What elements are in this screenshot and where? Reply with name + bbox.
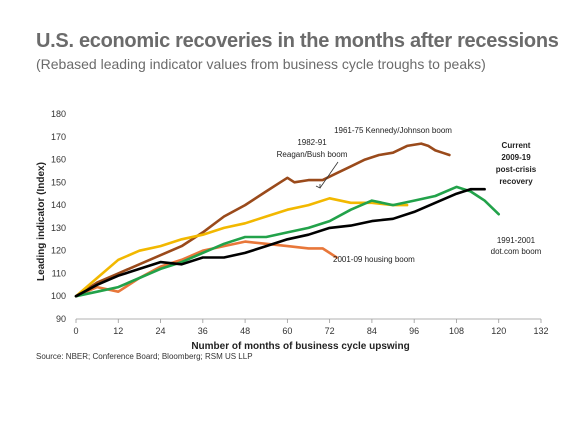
y-tick-label: 130: [51, 223, 66, 233]
series-line-1991-2001-dot-com-boom: [74, 185, 500, 298]
x-axis-title: Number of months of business cycle upswi…: [191, 341, 409, 352]
chart-title: U.S. economic recoveries in the months a…: [36, 30, 559, 52]
y-tick-label: 110: [52, 268, 66, 278]
annotation-dotcom-years: 1991-2001: [497, 236, 536, 245]
x-tick-label: 72: [325, 326, 335, 336]
y-tick-label: 170: [51, 132, 66, 142]
y-tick-label: 150: [51, 177, 66, 187]
annotation-current-2: 2009-19: [501, 153, 531, 162]
series-line-current-2009-19-post-crisis-recovery: [74, 187, 486, 298]
reagan-bush-leader-line: [319, 161, 339, 189]
x-tick-label: 132: [533, 326, 548, 336]
chart-annotations: 1961-75 Kennedy/Johnson boom 1982-91 Rea…: [277, 126, 542, 264]
y-tick-label: 140: [51, 200, 66, 210]
annotation-dotcom-label: dot.com boom: [491, 247, 542, 256]
annotation-current-4: recovery: [499, 177, 533, 186]
chart-series: [74, 142, 500, 298]
x-tick-label: 48: [240, 326, 250, 336]
y-tick-label: 180: [51, 109, 66, 119]
chart-source: Source: NBER; Conference Board; Bloomber…: [36, 352, 253, 361]
series-line-1961-75-kennedy-johnson-boom: [74, 142, 451, 298]
x-tick-label: 120: [491, 326, 506, 336]
chart-subtitle: (Rebased leading indicator values from b…: [36, 56, 486, 72]
x-tick-label: 108: [449, 326, 464, 336]
annotation-reagan-bush-years: 1982-91: [297, 138, 327, 147]
x-tick-label: 96: [409, 326, 419, 336]
chart-axes: 0 12 24 36 48 60 72 84 96 108 120 132 90 100 110 120 130…: [36, 109, 549, 352]
x-tick-label: 24: [156, 326, 166, 336]
annotation-kennedy-johnson: 1961-75 Kennedy/Johnson boom: [334, 126, 452, 135]
annotation-housing-boom: 2001-09 housing boom: [333, 255, 415, 264]
annotation-current-3: post-crisis: [496, 165, 537, 174]
annotation-reagan-bush-label: Reagan/Bush boom: [277, 150, 348, 159]
y-axis-title: Leading indicator (Index): [36, 162, 47, 281]
y-tick-label: 160: [51, 155, 66, 165]
y-tick-label: 100: [51, 291, 66, 301]
y-tick-label: 90: [56, 314, 66, 324]
x-tick-label: 12: [113, 326, 123, 336]
y-tick-label: 120: [51, 246, 66, 256]
annotation-current-1: Current: [502, 141, 531, 150]
x-tick-label: 0: [73, 326, 78, 336]
series-line-1982-91-reagan-bush-boom: [74, 197, 409, 298]
reagan-bush-arrowhead: [315, 184, 321, 189]
x-tick-label: 36: [198, 326, 208, 336]
x-tick-label: 60: [282, 326, 292, 336]
series-line-2001-09-housing-boom: [74, 240, 338, 298]
x-tick-label: 84: [367, 326, 377, 336]
